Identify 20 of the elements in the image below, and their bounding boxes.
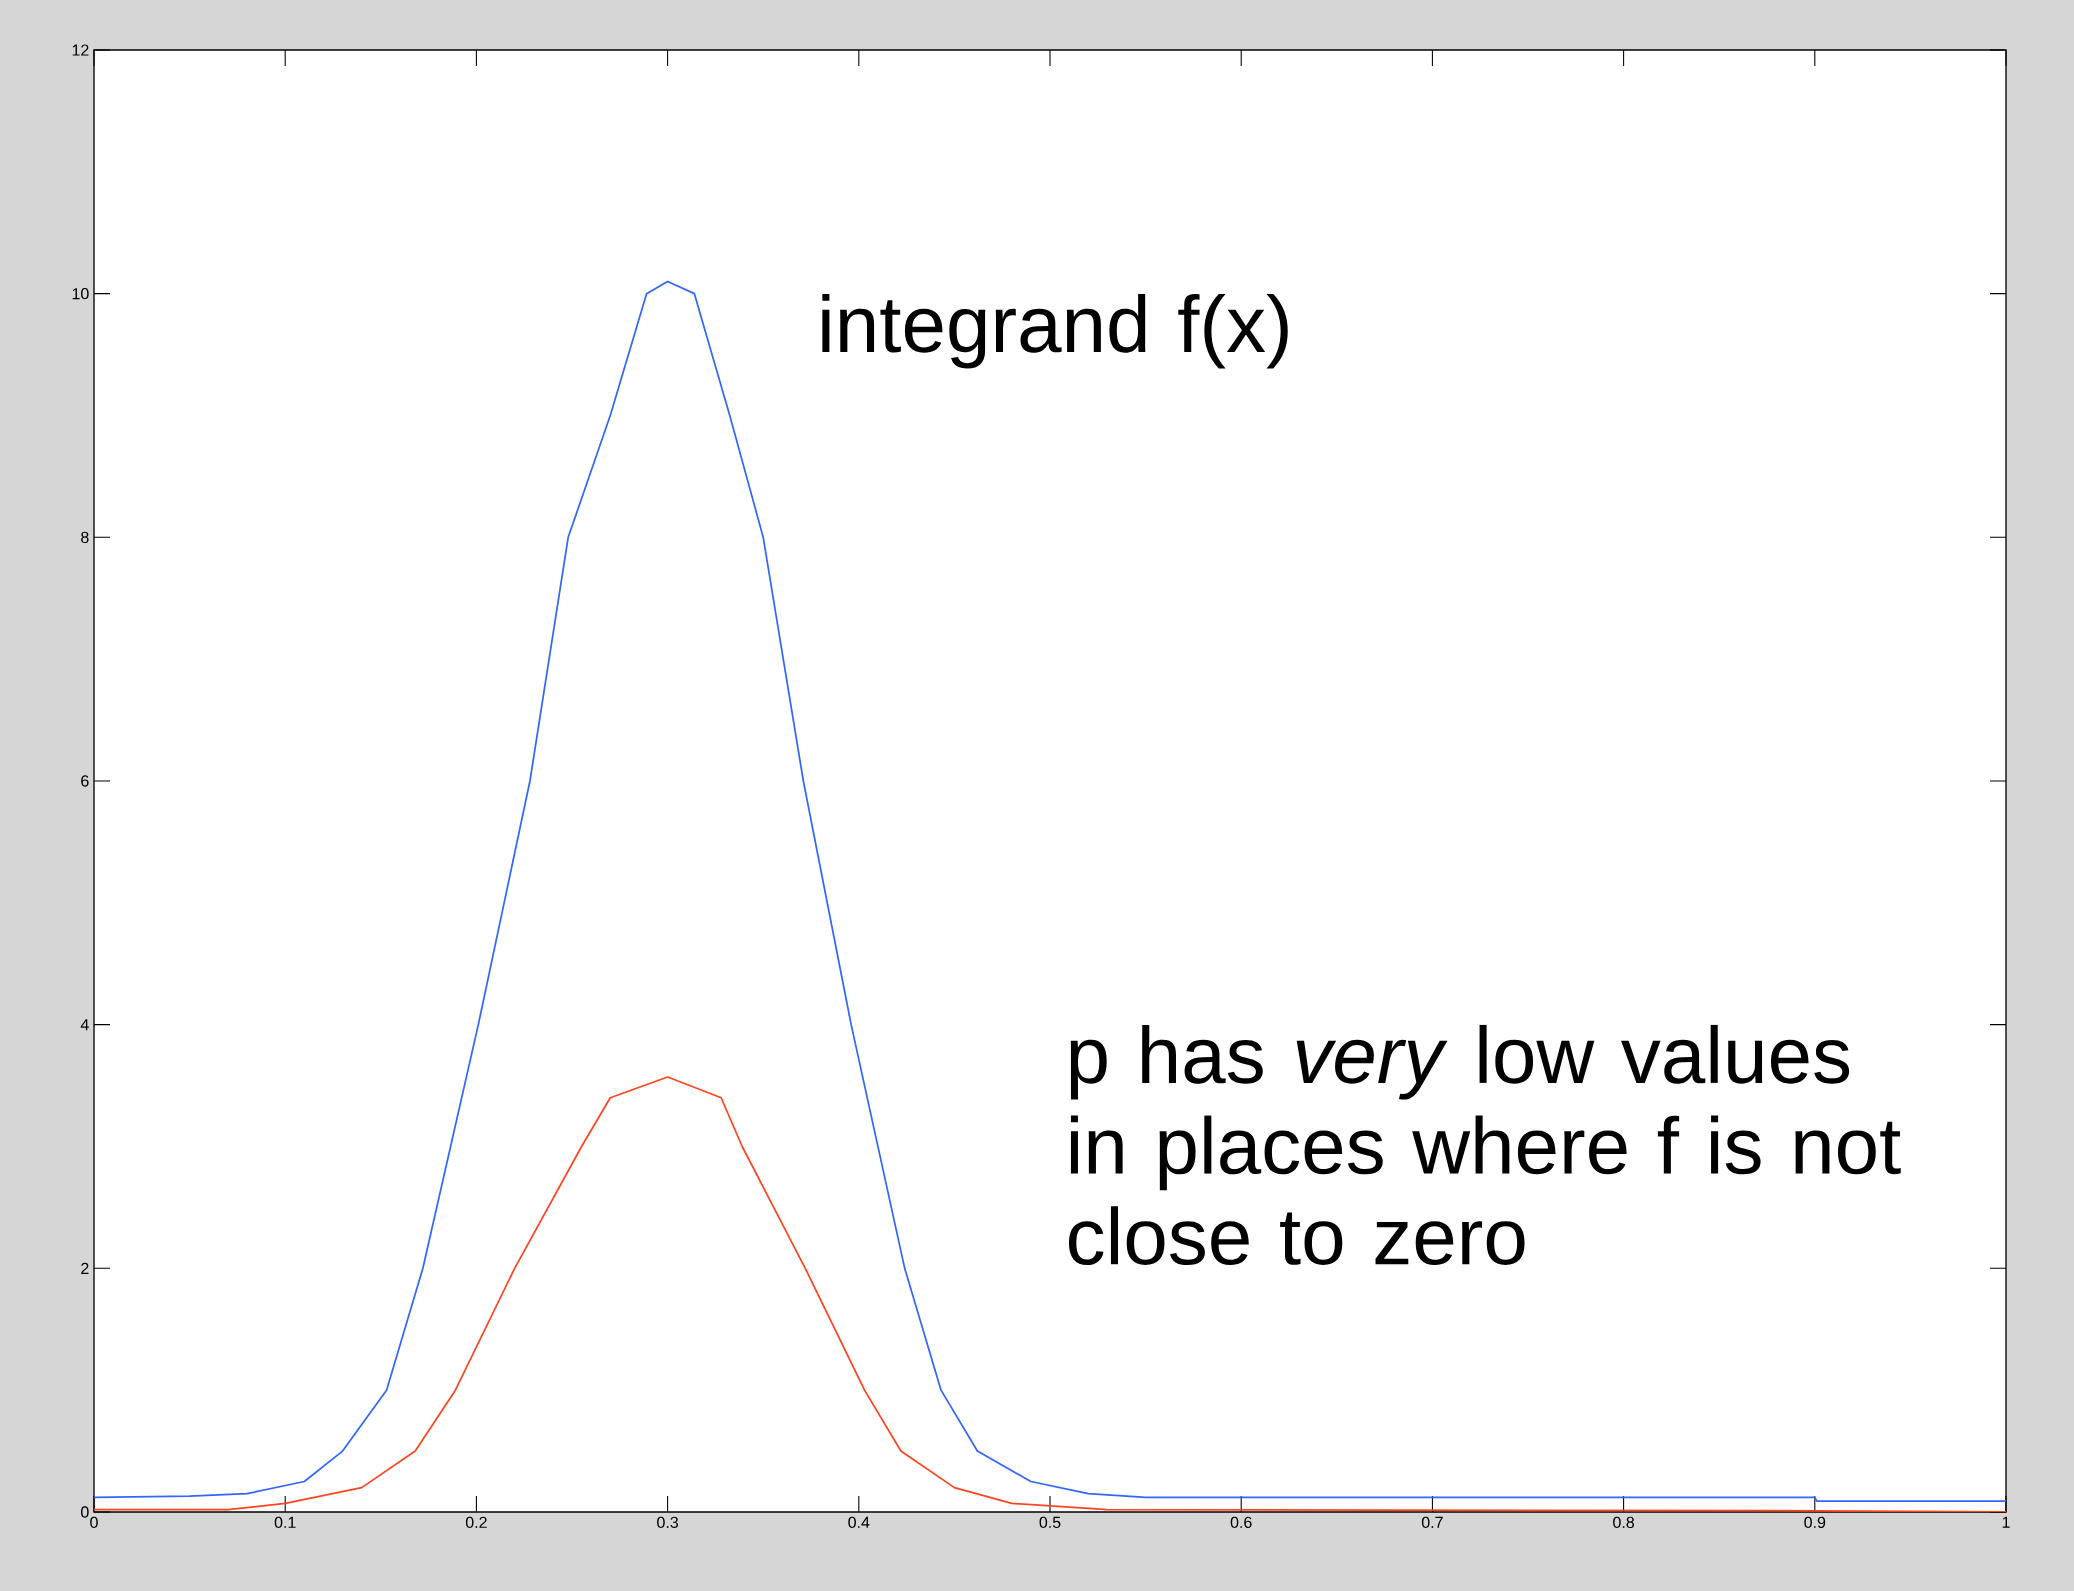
x-tick-label: 0.7 xyxy=(1421,1516,1443,1529)
x-tick-label: 0.6 xyxy=(1230,1516,1252,1529)
y-tick-label: 12 xyxy=(72,44,89,56)
x-tick-label: 0.4 xyxy=(848,1516,870,1529)
x-tick-label: 0.1 xyxy=(274,1516,296,1529)
x-tick-label: 1 xyxy=(2002,1516,2010,1528)
y-tick-label: 2 xyxy=(81,1262,89,1274)
x-tick-label: 0.8 xyxy=(1613,1516,1635,1529)
y-tick-label: 10 xyxy=(72,288,89,300)
y-tick-label: 6 xyxy=(81,775,89,787)
x-tick-label: 0.5 xyxy=(1039,1516,1061,1529)
x-tick-label: 0.3 xyxy=(657,1516,679,1529)
x-tick-label: 0 xyxy=(90,1516,98,1529)
x-tick-label: 0.2 xyxy=(465,1516,487,1529)
y-tick-label: 4 xyxy=(80,1019,89,1031)
x-tick-label: 0.9 xyxy=(1804,1516,1826,1529)
annotation: p has very low values in places where f is not close to zero xyxy=(1068,1024,1901,1265)
y-tick-label: 8 xyxy=(81,531,89,543)
annotation: integrand f(x) xyxy=(822,293,1288,369)
y-tick-label: 0 xyxy=(81,1506,89,1518)
